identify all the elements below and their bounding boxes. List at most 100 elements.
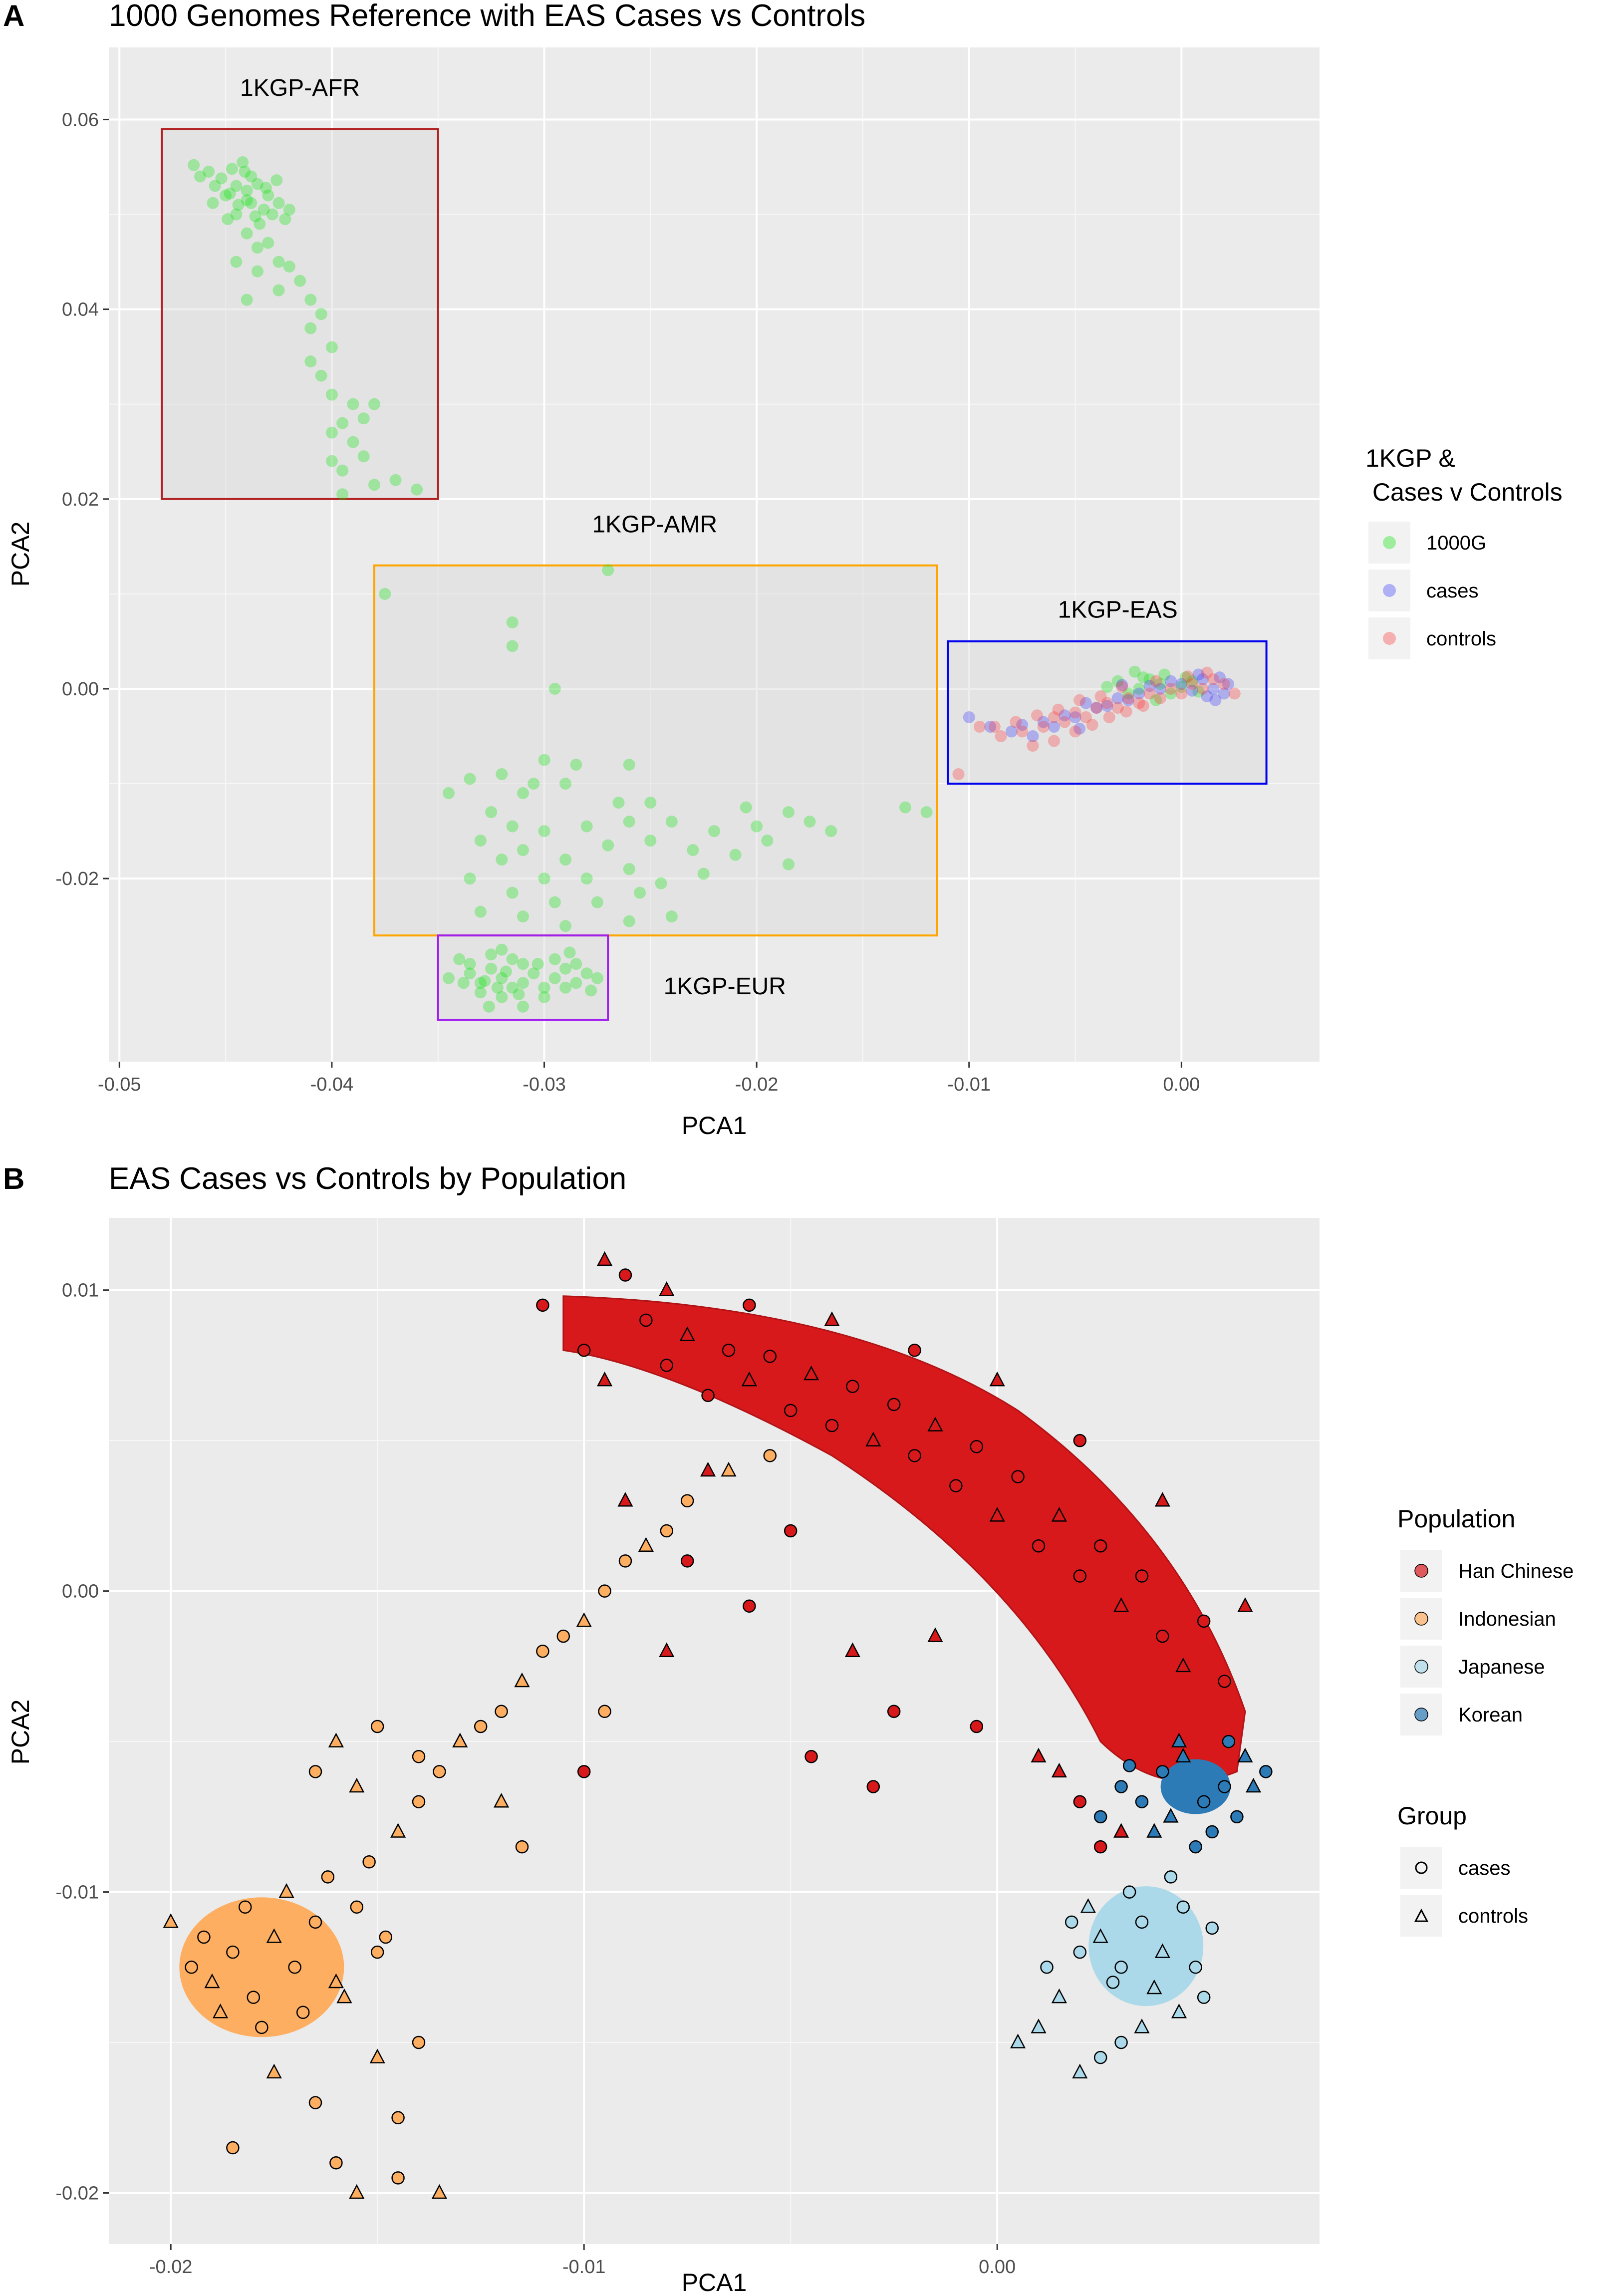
point-1000g	[270, 174, 283, 187]
point-1000g	[347, 398, 359, 410]
point-1000g	[491, 981, 504, 994]
point-1000g	[602, 839, 614, 852]
point-case-indonesian	[308, 1915, 322, 1929]
legend-key-1000g	[1383, 536, 1396, 549]
point-1000g	[517, 977, 529, 989]
point-control-japanese	[1072, 2063, 1088, 2079]
point-1000g	[215, 172, 228, 185]
point-1000g	[239, 166, 251, 178]
point-case-indonesian	[288, 1961, 301, 1974]
point-1000g	[665, 816, 678, 828]
point-control-korean	[1171, 1732, 1187, 1747]
point-1000g	[251, 265, 264, 278]
point-1000g	[761, 835, 774, 847]
legend-b-population-entries: Han Chinese Indonesian Japanese Korean	[1400, 1550, 1574, 1735]
point-1000g	[357, 412, 370, 425]
panel-b-y-axis-title: PCA2	[6, 1700, 34, 1765]
point-control-han-chinese	[1113, 1597, 1129, 1612]
legend-a-title-line-1: 1KGP &	[1365, 444, 1455, 472]
point-1000g	[559, 981, 572, 994]
point-1000g	[538, 991, 550, 1003]
point-case-korean	[1197, 1795, 1211, 1808]
point-case-han-chinese	[887, 1705, 901, 1719]
point-controls	[1207, 673, 1220, 685]
point-1000g	[241, 227, 253, 240]
point-controls	[1143, 687, 1156, 700]
panel-a-y-axis-title: PCA2	[6, 522, 34, 587]
point-cases	[1186, 684, 1198, 697]
point-case-han-chinese	[1011, 1470, 1025, 1483]
point-1000g	[453, 953, 466, 965]
point-1000g	[697, 867, 710, 880]
point-1000g	[729, 849, 742, 861]
point-1000g	[782, 806, 795, 819]
point-case-han-chinese	[743, 1298, 756, 1312]
point-control-indonesian	[278, 1883, 294, 1898]
point-case-han-chinese	[680, 1554, 694, 1568]
point-controls	[988, 721, 1001, 733]
point-control-han-chinese	[617, 1492, 633, 1507]
point-1000g	[325, 388, 338, 401]
point-case-indonesian	[598, 1705, 611, 1719]
y-tick-label: 0.02	[62, 489, 99, 510]
legend-key-japanese	[1414, 1660, 1428, 1674]
point-control-han-chinese	[741, 1371, 757, 1387]
y-tick-label: 0.00	[62, 1581, 99, 1602]
point-controls	[952, 768, 965, 781]
point-cases	[1201, 690, 1213, 703]
point-1000g	[272, 256, 285, 268]
point-1000g	[272, 197, 285, 209]
point-controls	[1073, 694, 1086, 706]
point-case-indonesian	[308, 2096, 322, 2109]
point-control-han-chinese	[803, 1365, 819, 1381]
panel-a-points	[188, 156, 1241, 1013]
point-case-indonesian	[391, 2171, 405, 2185]
panel-a-letter: A	[3, 0, 24, 32]
point-1000g	[272, 284, 285, 296]
point-1000g	[517, 958, 529, 970]
panel-b-gridlines	[109, 1218, 1320, 2244]
point-case-han-chinese	[639, 1313, 653, 1327]
point-case-japanese	[1073, 1945, 1087, 1959]
legend-key-bg	[1368, 522, 1410, 564]
point-case-korean	[1189, 1840, 1202, 1854]
point-cases	[1122, 694, 1134, 706]
point-case-indonesian	[321, 1870, 335, 1884]
point-control-korean	[1163, 1808, 1179, 1823]
point-control-indonesian	[266, 2063, 282, 2079]
point-controls	[1031, 709, 1043, 722]
point-case-han-chinese	[1093, 1539, 1107, 1553]
point-1000g	[644, 835, 657, 847]
point-cases	[1218, 687, 1230, 700]
point-1000g	[506, 616, 519, 628]
point-cases	[1073, 722, 1086, 735]
point-1000g	[237, 156, 249, 169]
point-control-indonesian	[721, 1461, 737, 1477]
point-controls	[1201, 666, 1213, 679]
point-1000g	[411, 483, 423, 496]
point-controls	[1079, 711, 1092, 723]
point-case-han-chinese	[1073, 1434, 1087, 1447]
point-1000g	[207, 197, 219, 209]
cluster-core-indonesian	[179, 1897, 344, 2037]
point-case-korean	[1093, 1810, 1107, 1824]
point-1000g	[665, 910, 678, 923]
point-case-japanese	[1040, 1961, 1054, 1974]
point-1000g	[506, 640, 519, 652]
point-control-han-chinese	[679, 1326, 695, 1341]
point-case-korean	[1135, 1795, 1149, 1808]
legend-a-title-line-2: Cases v Controls	[1365, 478, 1563, 506]
panel-b-letter: B	[3, 1162, 24, 1195]
point-case-indonesian	[379, 1930, 393, 1944]
point-1000g	[1101, 681, 1113, 693]
x-tick-label: -0.03	[523, 1074, 566, 1095]
point-1000g	[623, 863, 635, 875]
point-cases	[1048, 721, 1060, 733]
panel-a-x-axis-title: PCA1	[682, 1112, 747, 1140]
x-tick-label: 0.00	[979, 2257, 1016, 2278]
point-case-indonesian	[255, 2020, 268, 2034]
point-case-japanese	[1065, 1915, 1078, 1929]
point-case-korean	[1218, 1780, 1231, 1793]
point-cases	[1090, 701, 1103, 714]
point-case-han-chinese	[1073, 1569, 1087, 1583]
